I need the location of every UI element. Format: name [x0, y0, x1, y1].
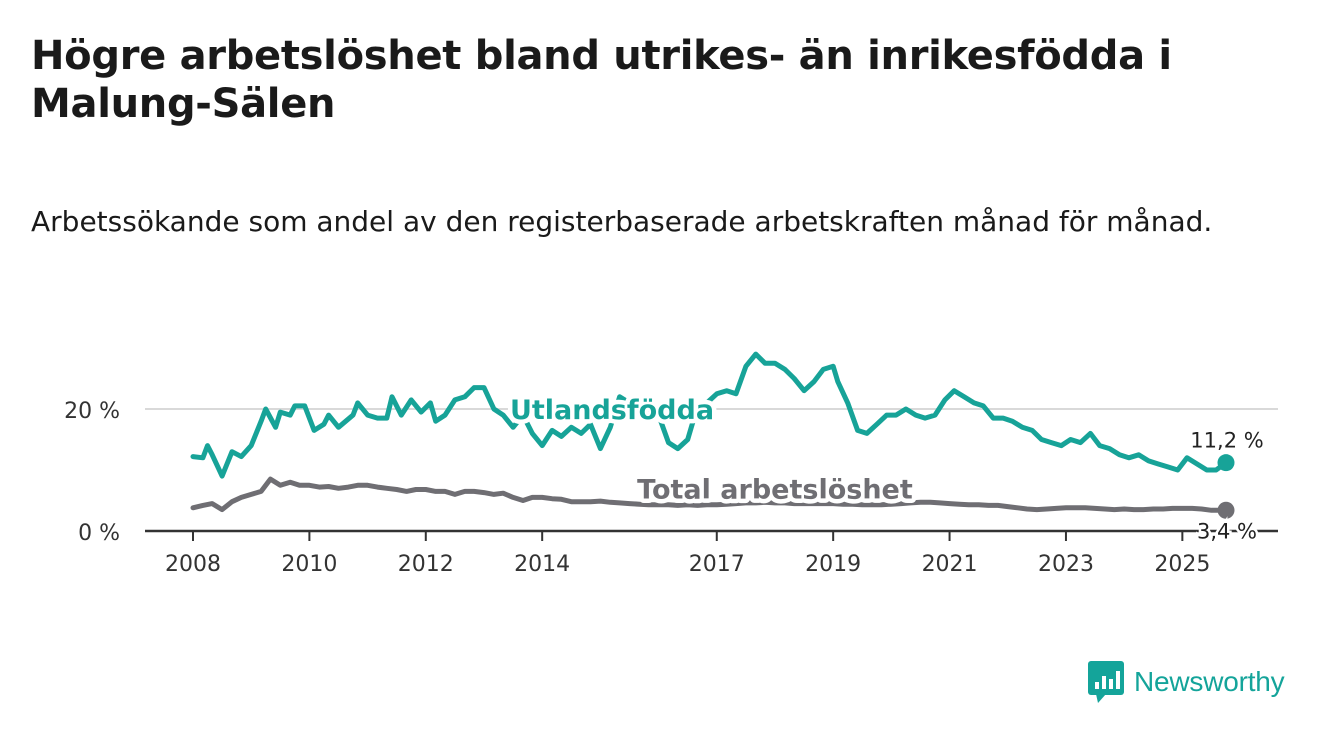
end-point-utlandsfodda — [1217, 454, 1235, 472]
end-value-label-total-arbetsloshet: 3,4 % — [1197, 519, 1257, 543]
x-tick-label: 2019 — [805, 552, 861, 577]
end-point-total-arbetsloshet — [1217, 501, 1235, 519]
chart-title: Högre arbetslöshet bland utrikes- än inr… — [31, 33, 1172, 127]
end-value-label-utlandsfodda: 11,2 % — [1190, 429, 1263, 453]
x-tick-label: 2012 — [398, 552, 454, 577]
x-tick-label: 2014 — [514, 552, 570, 577]
series-line-utlandsfodda — [190, 351, 1229, 479]
x-tick-label: 2021 — [922, 552, 978, 577]
x-tick-label: 2025 — [1154, 552, 1210, 577]
x-tick-label: 2017 — [689, 552, 745, 577]
chart-subtitle: Arbetssökande som andel av den registerb… — [31, 205, 1213, 238]
brand-name: Newsworthy — [1134, 666, 1285, 697]
newsworthy-brand[interactable]: Newsworthy — [1088, 660, 1285, 704]
series-label-total-arbetsloshet: Total arbetslöshet — [637, 474, 913, 505]
y-tick-label: 0 % — [78, 521, 120, 546]
bar-chart-speech-bubble-icon — [1088, 661, 1124, 703]
series-label-utlandsfodda: Utlandsfödda — [510, 395, 714, 426]
x-tick-label: 2008 — [165, 552, 221, 577]
x-tick-label: 2023 — [1038, 552, 1094, 577]
y-tick-label: 20 % — [64, 399, 120, 424]
series-line-total-arbetsloshet — [190, 476, 1229, 513]
x-tick-label: 2010 — [281, 552, 337, 577]
